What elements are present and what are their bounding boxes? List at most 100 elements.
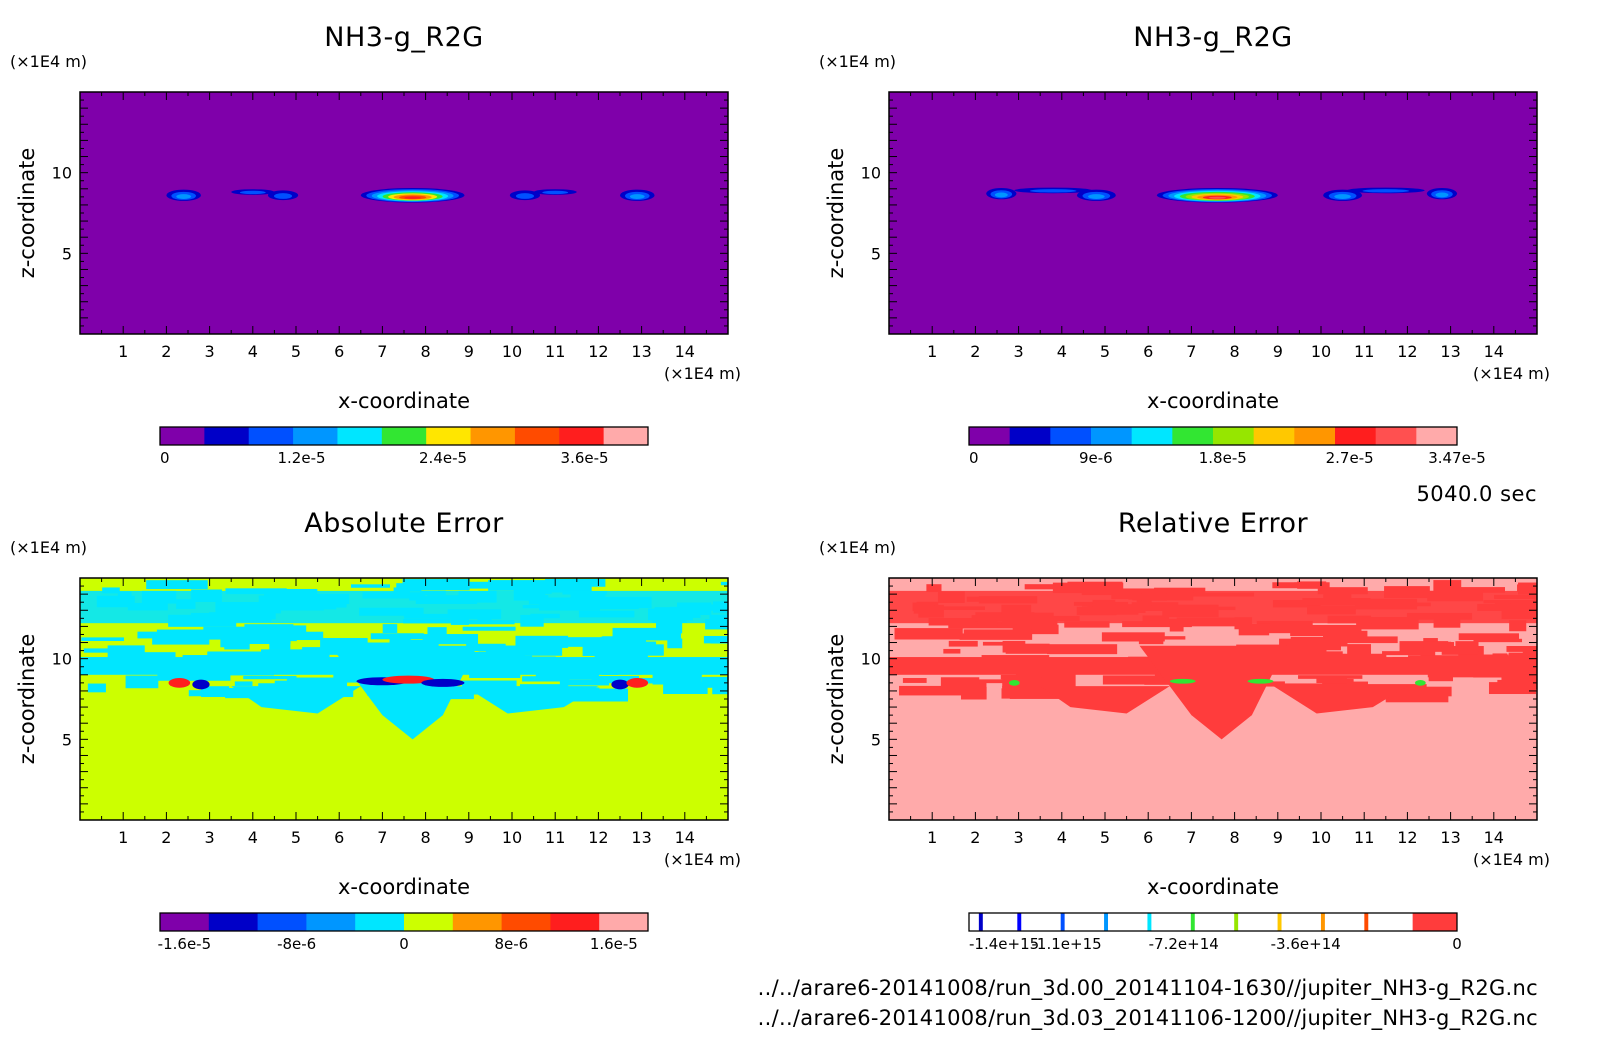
colorbar-label: 8e-6 [494, 935, 528, 953]
noise-structure [330, 645, 478, 740]
colorbar-frame [968, 912, 1458, 932]
colorbar-swatch [559, 427, 605, 445]
noise-patch [1385, 689, 1449, 703]
noise-patch [427, 627, 447, 636]
panel-3: Absolute Error(×1E4 m)1 2 3 4 5 6 7 8 9 10 11 12 13 1… [10, 508, 741, 953]
noise-patch [1533, 599, 1537, 610]
x-tick-label: 6 [1143, 342, 1153, 361]
noise-patch [1433, 580, 1462, 592]
noise-patch [520, 644, 534, 650]
feature-blob [421, 678, 465, 687]
x-unit-label: (×1E4 m) [664, 850, 741, 869]
colorbar-label: 3.47e-5 [1428, 449, 1486, 467]
noise-patch [948, 640, 978, 647]
x-tick-label: 5 [1100, 342, 1110, 361]
colorbar-swatch [969, 913, 980, 931]
time-label: 5040.0 sec [1416, 482, 1537, 506]
x-tick-label: 13 [1440, 828, 1460, 847]
colorbar-swatch [978, 913, 984, 931]
x-tick-label: 7 [1186, 342, 1196, 361]
chart-title: Absolute Error [304, 508, 504, 539]
noise-patch [137, 631, 177, 639]
chart-title: NH3-g_R2G [1133, 22, 1292, 53]
colorbar-swatch [452, 913, 503, 931]
noise-patch [591, 675, 639, 684]
x-tick-label: 3 [205, 342, 215, 361]
noise-patch [667, 638, 683, 649]
plot-area [889, 92, 1537, 334]
colorbar-swatch [293, 427, 338, 445]
noise-patch [87, 683, 106, 693]
noise-patch [461, 680, 517, 688]
noise-patch [220, 636, 248, 648]
x-tick-label: 2 [970, 342, 980, 361]
colorbar-label: 3.6e-5 [561, 449, 609, 467]
noise-patch [1290, 624, 1362, 636]
x-tick-label: 2 [161, 828, 171, 847]
colorbar-swatch [514, 427, 560, 445]
colorbar-swatch [1253, 427, 1295, 445]
y-axis-label: z-coordinate [15, 148, 39, 279]
colorbar-swatch [1131, 427, 1173, 445]
x-tick-label: 6 [334, 342, 344, 361]
colorbar-swatch [306, 913, 356, 931]
noise-patch [260, 649, 330, 662]
noise-patch [234, 681, 253, 686]
noise-patch [943, 648, 961, 654]
feature-blob [1362, 189, 1410, 193]
noise-patch [1488, 682, 1536, 695]
colorbar-swatch [160, 427, 205, 445]
colorbar-swatch [1277, 913, 1283, 931]
y-tick-label: 10 [52, 164, 72, 183]
noise-patch [302, 647, 337, 655]
noise-patch [1509, 620, 1527, 632]
noise-patch [1458, 633, 1519, 641]
file-path-2: ../../arare6-20141008/run_3d.03_20141106… [757, 1006, 1538, 1030]
noise-patch [959, 633, 1033, 640]
noise-band [889, 590, 1537, 624]
noise-patch [274, 680, 310, 691]
panel-1: NH3-g_R2G(×1E4 m)1 2 3 4 5 6 7 8 9 10 11 12 13 14510(… [10, 22, 741, 467]
noise-patch [1408, 655, 1460, 659]
noise-patch [1316, 677, 1348, 684]
noise-patch [1024, 584, 1073, 590]
colorbar-swatch [355, 913, 405, 931]
noise-patch [1001, 688, 1017, 699]
y-tick-label: 5 [871, 730, 881, 749]
x-tick-label: 4 [248, 342, 258, 361]
colorbar-label: -7.2e+14 [1149, 935, 1219, 953]
colorbar-swatch [404, 913, 454, 931]
x-tick-label: 14 [675, 342, 695, 361]
x-tick-label: 10 [1311, 828, 1331, 847]
x-tick-label: 10 [502, 342, 522, 361]
noise-patch [663, 681, 708, 694]
colorbar-swatch [1050, 427, 1092, 445]
noise-patch [125, 675, 159, 689]
x-tick-label: 7 [377, 828, 387, 847]
colorbar-swatch [1234, 913, 1239, 931]
y-tick-label: 5 [62, 244, 72, 263]
y-unit-label: (×1E4 m) [10, 52, 87, 71]
noise-patch [1126, 677, 1194, 685]
colorbar-label: -1.1e+15 [1032, 935, 1102, 953]
colorbar-label: 2.7e-5 [1326, 449, 1374, 467]
file-path-1: ../../arare6-20141008/run_3d.00_20141104… [757, 976, 1538, 1000]
x-tick-label: 10 [1311, 342, 1331, 361]
feature-blob [192, 679, 210, 690]
feature-blob [176, 194, 192, 199]
chart-title: Relative Error [1118, 508, 1309, 539]
noise-patch [1508, 652, 1537, 660]
x-tick-label: 5 [291, 342, 301, 361]
noise-patch [602, 636, 640, 648]
noise-patch [397, 639, 439, 650]
noise-patch [350, 584, 390, 588]
x-axis-label: x-coordinate [338, 389, 470, 413]
x-tick-label: 8 [421, 828, 431, 847]
colorbar-swatch [160, 913, 210, 931]
feature-blob [1414, 680, 1426, 686]
colorbar-label: 0 [1452, 935, 1462, 953]
noise-patch [720, 581, 728, 586]
x-tick-label: 9 [464, 828, 474, 847]
noise-patch [1002, 677, 1042, 688]
colorbar-swatch [1151, 913, 1192, 931]
